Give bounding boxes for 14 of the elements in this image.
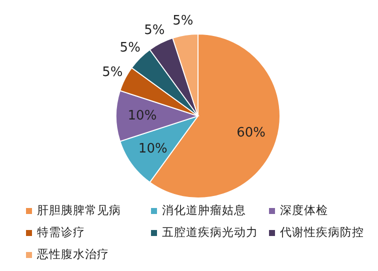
data-label: 10% — [128, 108, 157, 124]
data-label: 60% — [236, 126, 266, 141]
legend-label: 特需诊疗 — [37, 225, 85, 240]
legend-label: 深度体检 — [280, 203, 328, 218]
legend-label: 五腔道疾病光动力 — [162, 225, 258, 240]
legend-label: 消化道肿瘤姑息 — [162, 203, 246, 218]
data-label: 10% — [138, 141, 168, 156]
legend-label: 代谢性疾病防控 — [280, 225, 364, 240]
data-label: 5% — [120, 40, 140, 56]
legend-label: 恶性腹水治疗 — [37, 247, 109, 262]
legend-label: 肝胆胰脾常见病 — [37, 203, 121, 218]
data-label: 5% — [144, 22, 165, 38]
data-label: 5% — [172, 14, 194, 29]
data-label: 5% — [102, 64, 123, 80]
